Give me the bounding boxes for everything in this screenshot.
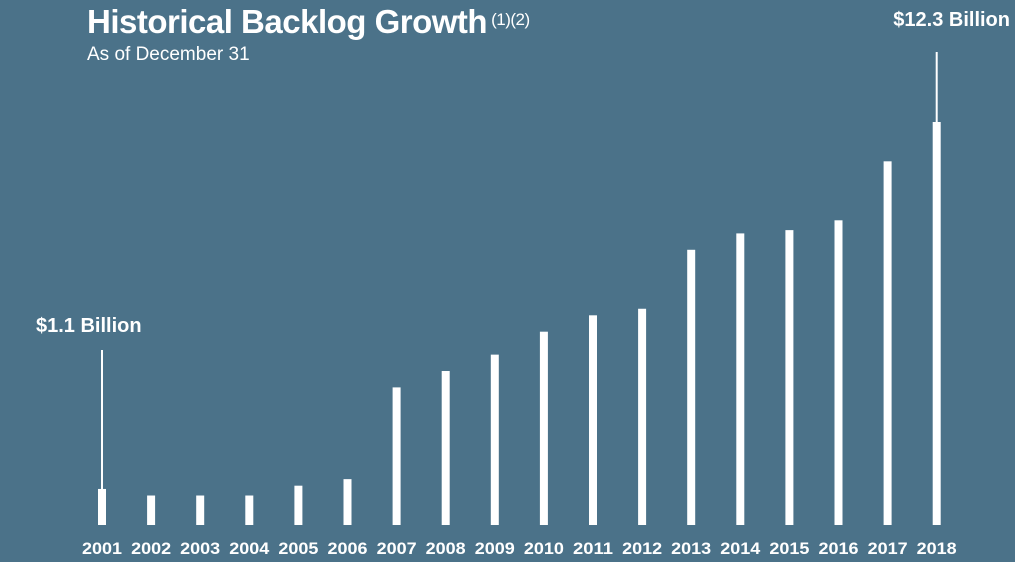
x-tick-label-2003: 2003: [180, 539, 220, 558]
bar-2009: [490, 354, 499, 525]
x-tick-label-2016: 2016: [819, 539, 859, 558]
chart-title: Historical Backlog Growth (1)(2): [87, 0, 530, 44]
x-tick-label-2010: 2010: [524, 539, 564, 558]
bar-2012: [638, 308, 647, 525]
bar-2008: [441, 371, 450, 525]
x-tick-label-2018: 2018: [917, 539, 957, 558]
bar-2004: [245, 495, 254, 525]
x-tick-label-2002: 2002: [131, 539, 171, 558]
bar-2005: [294, 485, 303, 525]
x-tick-label-2015: 2015: [769, 539, 809, 558]
bar-2011: [589, 315, 597, 525]
bar-2017: [883, 161, 892, 525]
bar-2013: [687, 249, 696, 525]
bar-2015: [785, 230, 794, 525]
annotation-label-2001: $1.1 Billion: [36, 315, 142, 337]
x-tick-label-2012: 2012: [622, 539, 662, 558]
chart-subtitle: As of December 31: [87, 44, 250, 65]
annotation-label-2018: $12.3 Billion: [893, 9, 1010, 31]
bar-2016: [834, 220, 843, 526]
x-tick-label-2017: 2017: [868, 539, 908, 558]
x-tick-label-2008: 2008: [426, 539, 466, 558]
bar-2006: [343, 479, 352, 525]
x-tick-label-2006: 2006: [328, 539, 368, 558]
x-tick-label-2004: 2004: [229, 539, 270, 558]
bar-2007: [392, 387, 401, 525]
x-tick-label-2013: 2013: [671, 539, 711, 558]
bar-2014: [736, 233, 745, 525]
x-tick-label-2009: 2009: [475, 539, 515, 558]
chart-title-text: Historical Backlog Growth: [87, 3, 488, 40]
footnote-marks: (1)(2): [491, 10, 530, 29]
bar-2010: [539, 331, 548, 525]
x-tick-label-2001: 2001: [82, 539, 122, 558]
x-tick-label-2005: 2005: [278, 539, 318, 558]
bar-2002: [147, 495, 156, 525]
bar-2001: [98, 488, 106, 525]
x-tick-label-2014: 2014: [720, 539, 761, 558]
x-tick-label-2011: 2011: [573, 539, 613, 558]
bar-2003: [196, 495, 205, 525]
bar-2018: [932, 122, 941, 525]
x-tick-label-2007: 2007: [377, 539, 417, 558]
